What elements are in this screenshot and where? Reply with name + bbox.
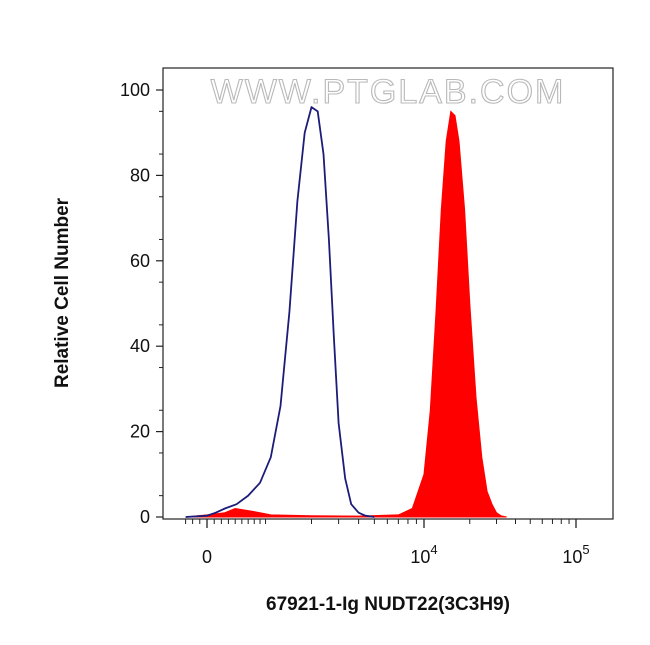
y-tick-label: 20 — [130, 422, 150, 442]
y-tick-label: 0 — [140, 507, 150, 527]
y-axis-title: Relative Cell Number — [52, 197, 73, 388]
series-layer — [185, 106, 507, 518]
series-filled-histogram — [185, 110, 507, 518]
series-outline-histogram — [185, 106, 375, 518]
y-tick-label: 100 — [120, 80, 150, 100]
x-tick-label: 104 — [410, 542, 437, 567]
y-axis: 0 20 40 60 80 100 — [120, 80, 163, 527]
plot-frame — [162, 67, 614, 520]
y-tick-label: 80 — [130, 165, 150, 185]
y-tick-label: 40 — [130, 336, 150, 356]
y-tick-label: 60 — [130, 251, 150, 271]
x-axis: 0 104 105 — [185, 519, 590, 567]
watermark-text: WWW.PTGLAB.COM — [211, 73, 566, 111]
x-tick-label: 0 — [202, 547, 212, 567]
x-tick-label: 105 — [562, 542, 589, 567]
x-axis-title: 67921-1-Ig NUDT22(3C3H9) — [266, 594, 510, 615]
